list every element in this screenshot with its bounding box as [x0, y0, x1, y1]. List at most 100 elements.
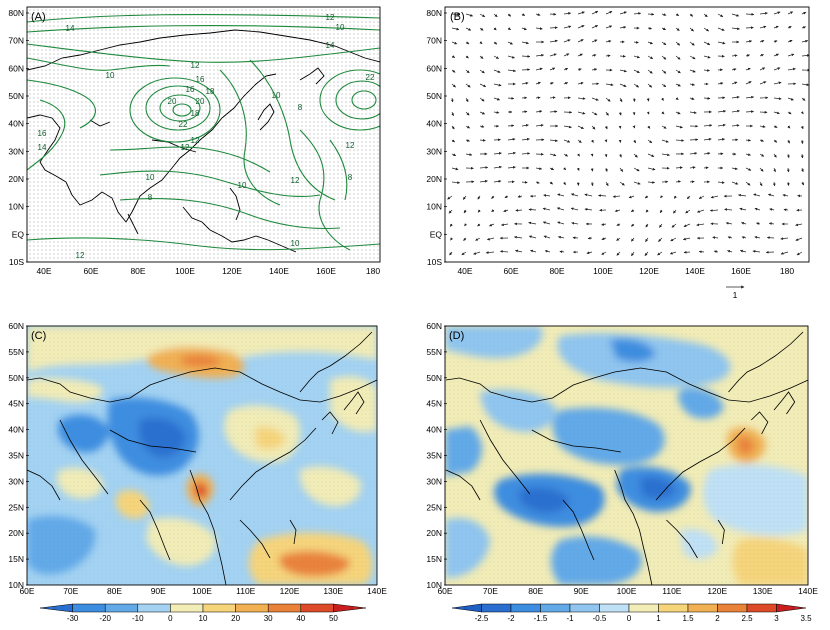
colorbar-segment — [170, 604, 203, 612]
wind-vector — [606, 56, 610, 57]
panel-a-label: (A) — [31, 11, 46, 23]
colorbar-segment — [268, 604, 301, 612]
lat-tick-label: 35N — [8, 451, 24, 461]
lat-tick-label: 45N — [8, 399, 24, 409]
lat-tick-label: 55N — [426, 347, 442, 357]
lon-tick-label: 140E — [367, 586, 387, 596]
colorbar-segment — [600, 604, 630, 612]
lon-tick-label: 130E — [753, 586, 773, 596]
contour-label: 14 — [38, 143, 47, 152]
colorbar-segment — [203, 604, 236, 612]
lon-tick-label: 60E — [19, 586, 34, 596]
contour-label: 8 — [298, 103, 303, 112]
colorbar-label: 10 — [199, 614, 208, 623]
contour-label: 16 — [38, 129, 47, 138]
colorbar-label: -30 — [67, 614, 79, 623]
lat-tick-label: 40N — [426, 119, 442, 129]
lon-tick-label: 120E — [222, 266, 242, 276]
lon-tick-label: 110E — [236, 586, 256, 596]
lat-tick-label: 25N — [8, 502, 24, 512]
lat-tick-label: 70N — [8, 36, 24, 46]
contour-label: 22 — [366, 73, 375, 82]
colorbar-label: 20 — [231, 614, 240, 623]
contour-label: 12 — [191, 136, 200, 145]
contour-label: 16 — [196, 75, 205, 84]
colorbar-segment — [482, 604, 512, 612]
lat-tick-label: 30N — [8, 476, 24, 486]
colorbar-label: 0 — [627, 614, 632, 623]
lat-tick-label: 25N — [426, 502, 442, 512]
lon-tick-label: 140E — [798, 586, 818, 596]
contour-label: 20 — [196, 97, 205, 106]
lat-tick-label: 10S — [9, 257, 24, 267]
contour-label: 8 — [148, 193, 153, 202]
contour-label: 12 — [76, 251, 85, 260]
contour-label: 10 — [291, 239, 300, 248]
colorbar-segment — [511, 604, 541, 612]
wind-vector — [746, 14, 754, 15]
lat-tick-label: 80N — [8, 8, 24, 18]
lon-tick-label: 60E — [83, 266, 98, 276]
lon-tick-label: 90E — [574, 586, 589, 596]
lat-tick-label: 10S — [427, 257, 442, 267]
contour-label: 18 — [206, 87, 215, 96]
colorbar-label: 1 — [656, 614, 661, 623]
lat-tick-label: 70N — [426, 36, 442, 46]
contour-label: 10 — [336, 23, 345, 32]
colorbar-segment — [777, 604, 807, 612]
reference-vector-label: 1 — [733, 290, 738, 300]
colorbar-label: -2 — [507, 614, 515, 623]
lon-tick-label: 90E — [151, 586, 166, 596]
lat-tick-label: 45N — [426, 399, 442, 409]
contour-label: 12 — [191, 61, 200, 70]
lat-tick-label: 15N — [8, 554, 24, 564]
wind-vector — [588, 238, 592, 239]
colorbar-label: 3 — [774, 614, 779, 623]
wind-vector — [648, 14, 654, 15]
colorbar-label: 0 — [168, 614, 173, 623]
colorbar-segment — [688, 604, 718, 612]
contour-label: 12 — [181, 143, 190, 152]
lon-tick-label: 120E — [280, 586, 300, 596]
colorbar-label: 2.5 — [741, 614, 753, 623]
contour-label: 16 — [186, 85, 195, 94]
colorbar-segment — [138, 604, 171, 612]
lon-tick-label: 40E — [36, 266, 51, 276]
contour-label: 10 — [272, 91, 281, 100]
lon-tick-label: 80E — [130, 266, 145, 276]
contour-label: 12 — [346, 141, 355, 150]
colorbar-segment — [452, 604, 482, 612]
lat-tick-label: 50N — [426, 91, 442, 101]
colorbar-segment — [570, 604, 600, 612]
lat-tick-label: 50N — [426, 373, 442, 383]
contour-label: 12 — [291, 176, 300, 185]
lon-tick-label: 140E — [685, 266, 705, 276]
lat-tick-label: 15N — [426, 554, 442, 564]
contour-label: 14 — [326, 41, 335, 50]
lat-tick-label: 60N — [426, 63, 442, 73]
colorbar-segment — [236, 604, 269, 612]
lon-tick-label: 140E — [269, 266, 289, 276]
wind-vector — [684, 252, 690, 253]
wind-vector — [767, 238, 774, 239]
lat-tick-label: 20N — [426, 174, 442, 184]
wind-vector — [508, 126, 514, 127]
panel-c-shading — [27, 326, 377, 585]
lat-tick-label: 55N — [8, 347, 24, 357]
lon-tick-label: 80E — [107, 586, 122, 596]
lon-tick-label: 130E — [323, 586, 343, 596]
lat-tick-label: 40N — [426, 425, 442, 435]
lat-tick-label: 50N — [8, 373, 24, 383]
lon-tick-label: 100E — [192, 586, 212, 596]
lat-tick-label: 80N — [426, 8, 442, 18]
colorbar-segment — [301, 604, 334, 612]
